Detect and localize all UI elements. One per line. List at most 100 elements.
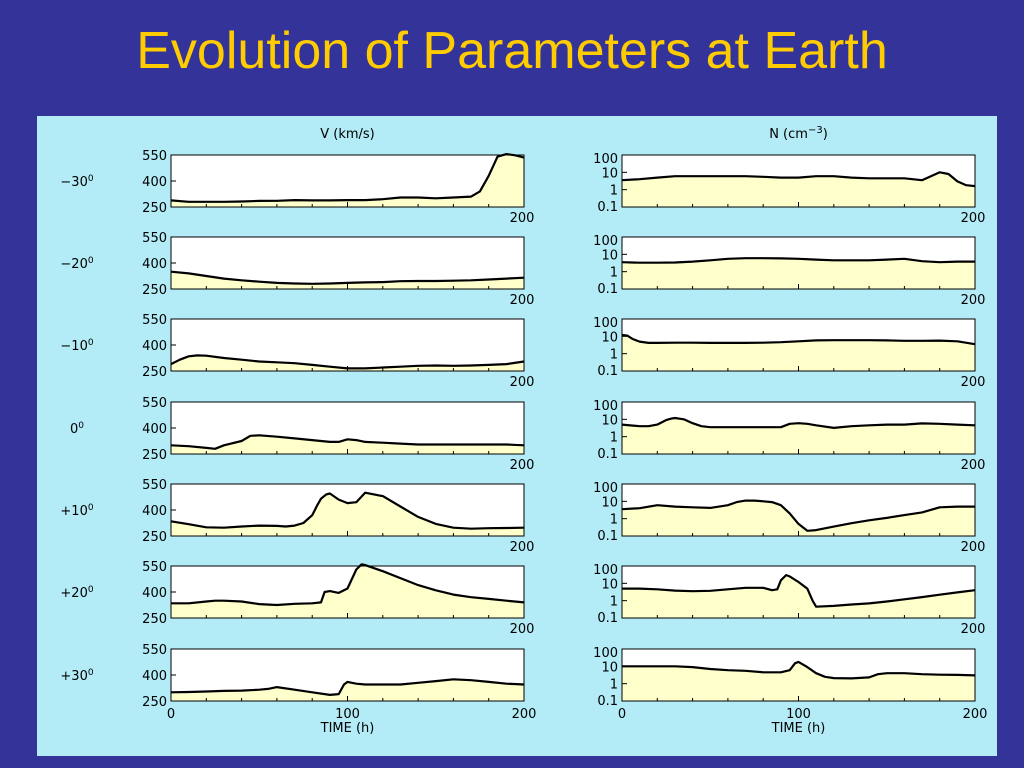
series-line [621,416,976,429]
y-tick-label: 550 [142,313,167,328]
y-tick-label: 1 [610,266,618,281]
x-tick-label: 100 [786,707,811,722]
series-line [621,499,975,532]
x-end-label: 200 [961,622,986,637]
y-tick-label: 10 [601,577,618,592]
series-line [170,678,525,696]
series-line [621,171,976,188]
y-tick-label: 400 [142,504,167,519]
y-tick-label: 1 [610,513,618,528]
series-area-fill [622,335,975,371]
x-end-label: 200 [510,375,535,390]
speed-plot: 550 400 250 200 [142,396,534,473]
row-label-degree: 0 [88,585,94,595]
series-line [170,491,525,530]
y-tick-label: 550 [142,396,167,411]
series-area-fill [171,271,524,289]
y-tick-label: 1 [610,348,618,363]
y-tick-label: 400 [142,586,167,601]
series-line [621,333,976,346]
x-end-label: 200 [510,458,535,473]
row-label: +100 [60,503,93,519]
density-column-header: N (cm−3) [769,125,828,142]
row-label-degree: 0 [88,256,94,266]
series-line [170,153,525,203]
y-tick-label: 250 [142,448,167,463]
row-label-degree: 0 [78,421,84,431]
y-tick-label: 250 [142,530,167,545]
row-label-angle: −20 [60,257,87,272]
row-label: −300 [60,174,93,190]
series-line [621,257,975,264]
series-line [170,434,525,450]
series-area-fill [622,258,975,289]
series-area-fill [622,575,975,618]
row-label-angle: +30 [60,669,87,684]
y-tick-label: 10 [601,248,618,263]
y-tick-label: 10 [601,330,618,345]
x-tick-label: 200 [963,707,988,722]
series-area-fill [622,418,975,454]
speed-plot: 550 400 250 200 [142,231,534,308]
series-line [171,563,525,607]
series-area-fill [171,492,524,536]
y-tick-label: 250 [142,283,167,298]
y-tick-label: 400 [142,669,167,684]
y-tick-label: 1 [610,595,618,610]
row-label-degree: 0 [88,338,94,348]
x-end-label: 200 [961,293,986,308]
figure-panel: V (km/s) N (cm−3) −300 550 400 250 200 100 10 1 0.… [37,116,997,756]
speed-plot: 550 400 250 200 [142,478,534,555]
slide-title: Evolution of Parameters at Earth [136,22,888,80]
x-axis-title: TIME (h) [320,721,375,736]
series-area-fill [622,172,975,207]
y-tick-label: 400 [142,339,167,354]
series-area-fill [171,355,524,371]
x-axis-title: TIME (h) [771,721,826,736]
x-tick-label: 200 [512,707,537,722]
y-tick-label: 100 [593,399,618,414]
parameter-evolution-figure: V (km/s) N (cm−3)−3005504002502001001010.… [60,125,987,736]
series-area-fill [171,435,524,454]
x-tick-label: 100 [335,707,360,722]
y-tick-label: 550 [142,643,167,658]
x-end-label: 200 [510,540,535,555]
y-tick-label: 400 [142,422,167,437]
series-area-fill [171,679,524,701]
series-line [622,574,976,608]
x-end-label: 200 [961,458,986,473]
series-area-fill [171,154,524,207]
y-tick-label: 550 [142,478,167,493]
density-header-close: ) [823,127,828,142]
y-tick-label: 250 [142,201,167,216]
y-tick-label: 0.1 [597,447,618,462]
y-tick-label: 100 [593,234,618,249]
x-end-label: 200 [961,375,986,390]
y-tick-label: 0.1 [597,529,618,544]
y-tick-label: 0.1 [597,200,618,215]
y-tick-label: 550 [142,149,167,164]
row-label-degree: 0 [88,668,94,678]
speed-column-header: V (km/s) [320,127,375,142]
row-label: −100 [60,338,93,354]
y-tick-label: 100 [593,152,618,167]
x-tick-label: 0 [618,707,626,722]
row-label-angle: +10 [60,504,87,519]
row-label: +200 [60,585,93,601]
y-tick-label: 10 [601,166,618,181]
row-label-angle: +20 [60,586,87,601]
row-label: +300 [60,668,93,684]
y-tick-label: 400 [142,175,167,190]
x-tick-label: 0 [167,707,175,722]
x-end-label: 200 [961,211,986,226]
y-tick-label: 100 [593,646,618,661]
series-line [622,660,976,680]
y-tick-label: 10 [601,495,618,510]
y-tick-label: 100 [593,481,618,496]
